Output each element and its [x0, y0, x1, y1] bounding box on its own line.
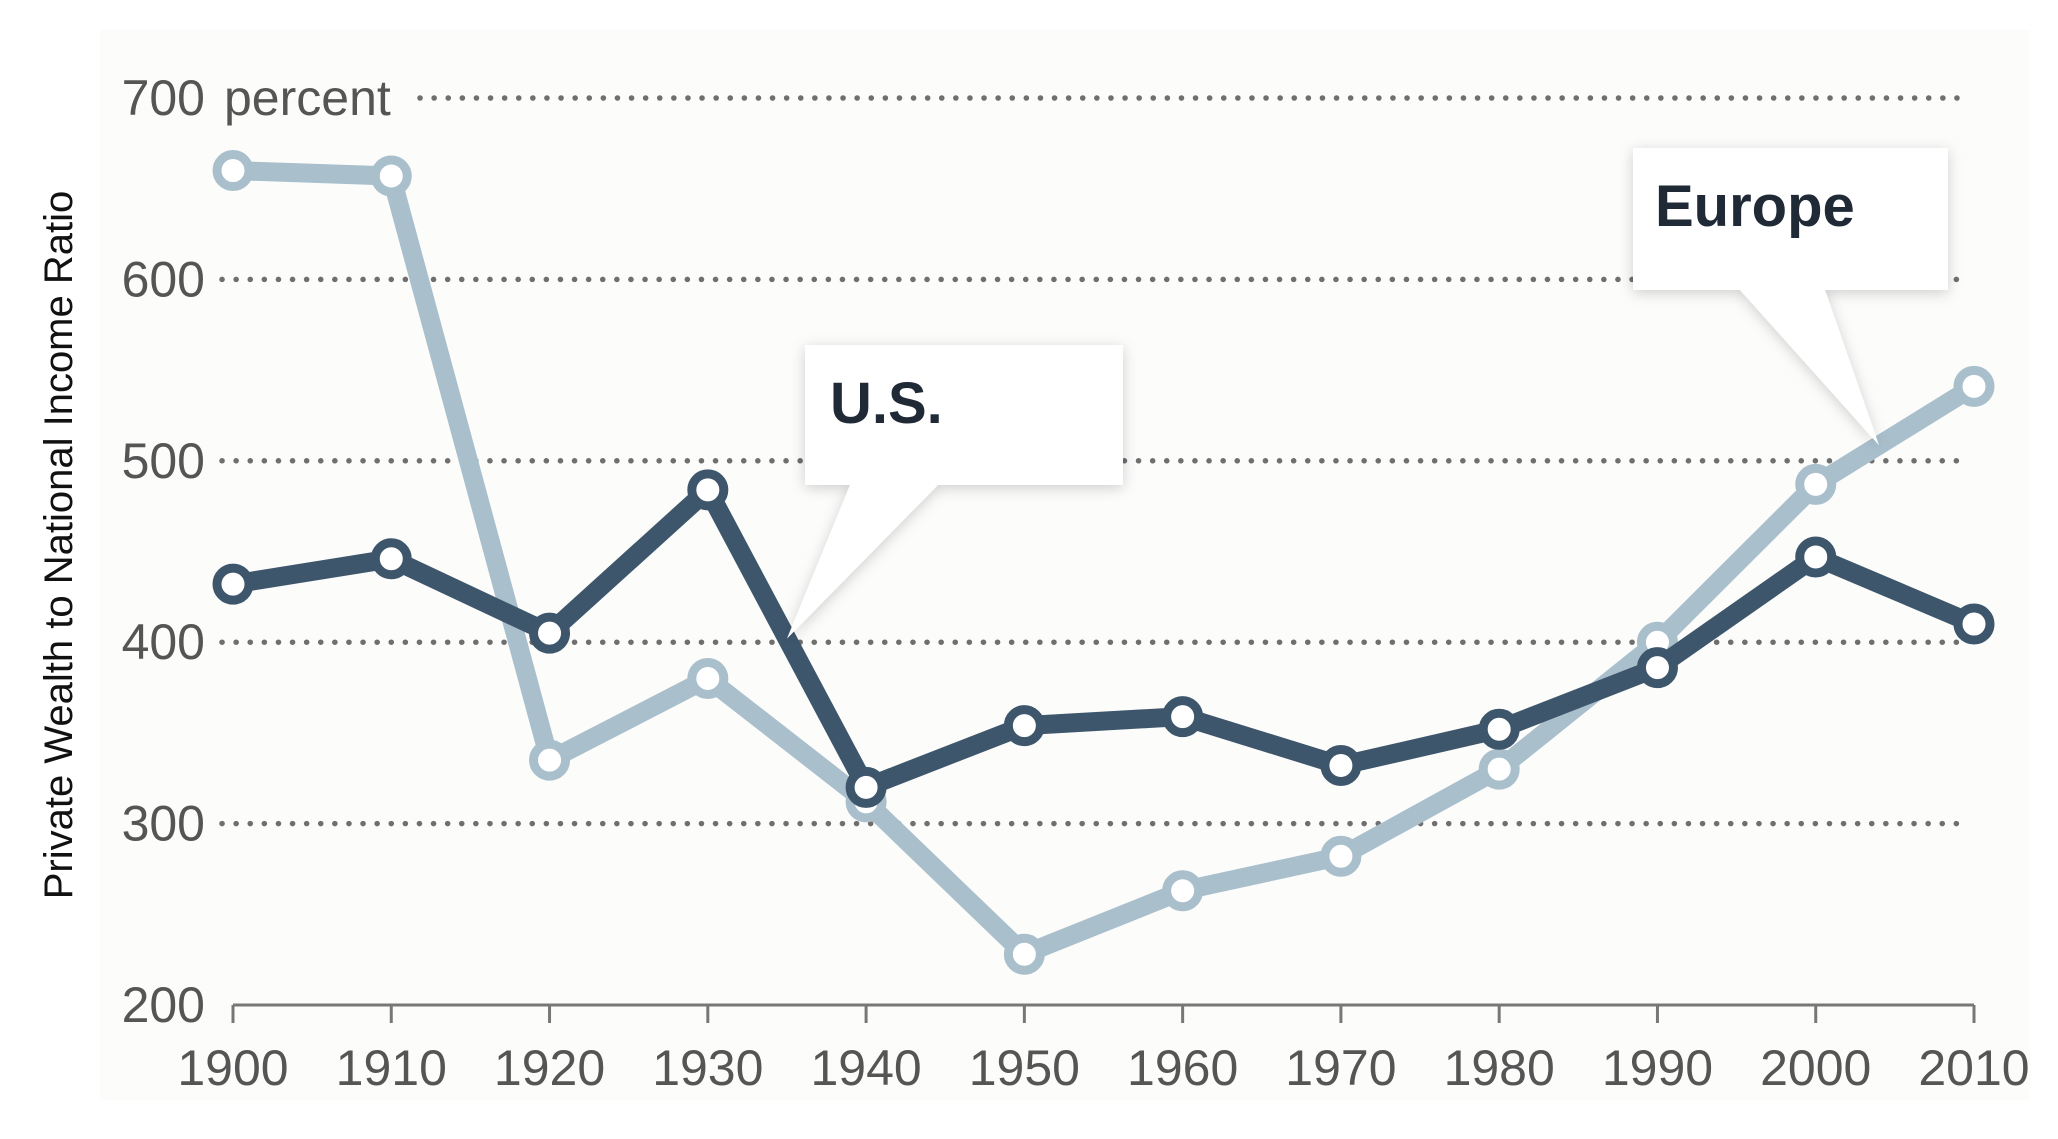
x-tick-label-1980: 1980 [1444, 1040, 1555, 1096]
point-europe-2010 [1953, 365, 1995, 407]
point-u-s-1910 [370, 538, 412, 580]
x-tick-label-1930: 1930 [652, 1040, 763, 1096]
series-line-u-s [223, 480, 1984, 797]
y-axis-title: Private Wealth to National Income Ratio [37, 191, 81, 900]
point-europe-1930 [687, 657, 729, 699]
callout-europe-label: Europe [1655, 174, 1855, 239]
point-u-s-1960 [1162, 696, 1204, 738]
x-tick-label-1950: 1950 [969, 1040, 1080, 1096]
y-unit-label: percent [224, 70, 391, 126]
series-line-europe [223, 161, 1984, 964]
x-tick-label-1920: 1920 [494, 1040, 605, 1096]
point-u-s-1950 [1003, 705, 1045, 747]
y-tick-label-500: 500 [122, 433, 205, 489]
point-u-s-1930 [687, 469, 729, 511]
x-tick-label-1910: 1910 [336, 1040, 447, 1096]
point-europe-1900 [212, 150, 254, 192]
x-tick-label-1900: 1900 [177, 1040, 288, 1096]
point-europe-1960 [1162, 870, 1204, 912]
point-u-s-1940 [845, 766, 887, 808]
x-tick-label-2010: 2010 [1918, 1040, 2029, 1096]
point-europe-1970 [1320, 835, 1362, 877]
callout-us-box [786, 345, 1123, 639]
point-europe-1920 [529, 739, 571, 781]
x-tick-label-1990: 1990 [1602, 1040, 1713, 1096]
point-u-s-1980 [1478, 708, 1520, 750]
y-tick-label-700: 700 [122, 70, 205, 126]
point-europe-2000 [1795, 463, 1837, 505]
y-tick-label-400: 400 [122, 614, 205, 670]
point-u-s-1900 [212, 563, 254, 605]
y-tick-label-300: 300 [122, 796, 205, 852]
point-europe-1950 [1003, 933, 1045, 975]
x-tick-label-1940: 1940 [810, 1040, 921, 1096]
y-tick-label-600: 600 [122, 251, 205, 307]
point-europe-1980 [1478, 748, 1520, 790]
point-u-s-2000 [1795, 536, 1837, 578]
point-u-s-1970 [1320, 745, 1362, 787]
x-tick-label-2000: 2000 [1760, 1040, 1871, 1096]
callout-europe-box [1633, 148, 1948, 446]
callout-us-label: U.S. [830, 371, 943, 436]
point-europe-1910 [370, 155, 412, 197]
point-u-s-2010 [1953, 603, 1995, 645]
y-tick-label-200: 200 [122, 977, 205, 1033]
point-u-s-1920 [529, 612, 571, 654]
point-u-s-1990 [1636, 647, 1678, 689]
x-tick-label-1970: 1970 [1285, 1040, 1396, 1096]
x-tick-label-1960: 1960 [1127, 1040, 1238, 1096]
